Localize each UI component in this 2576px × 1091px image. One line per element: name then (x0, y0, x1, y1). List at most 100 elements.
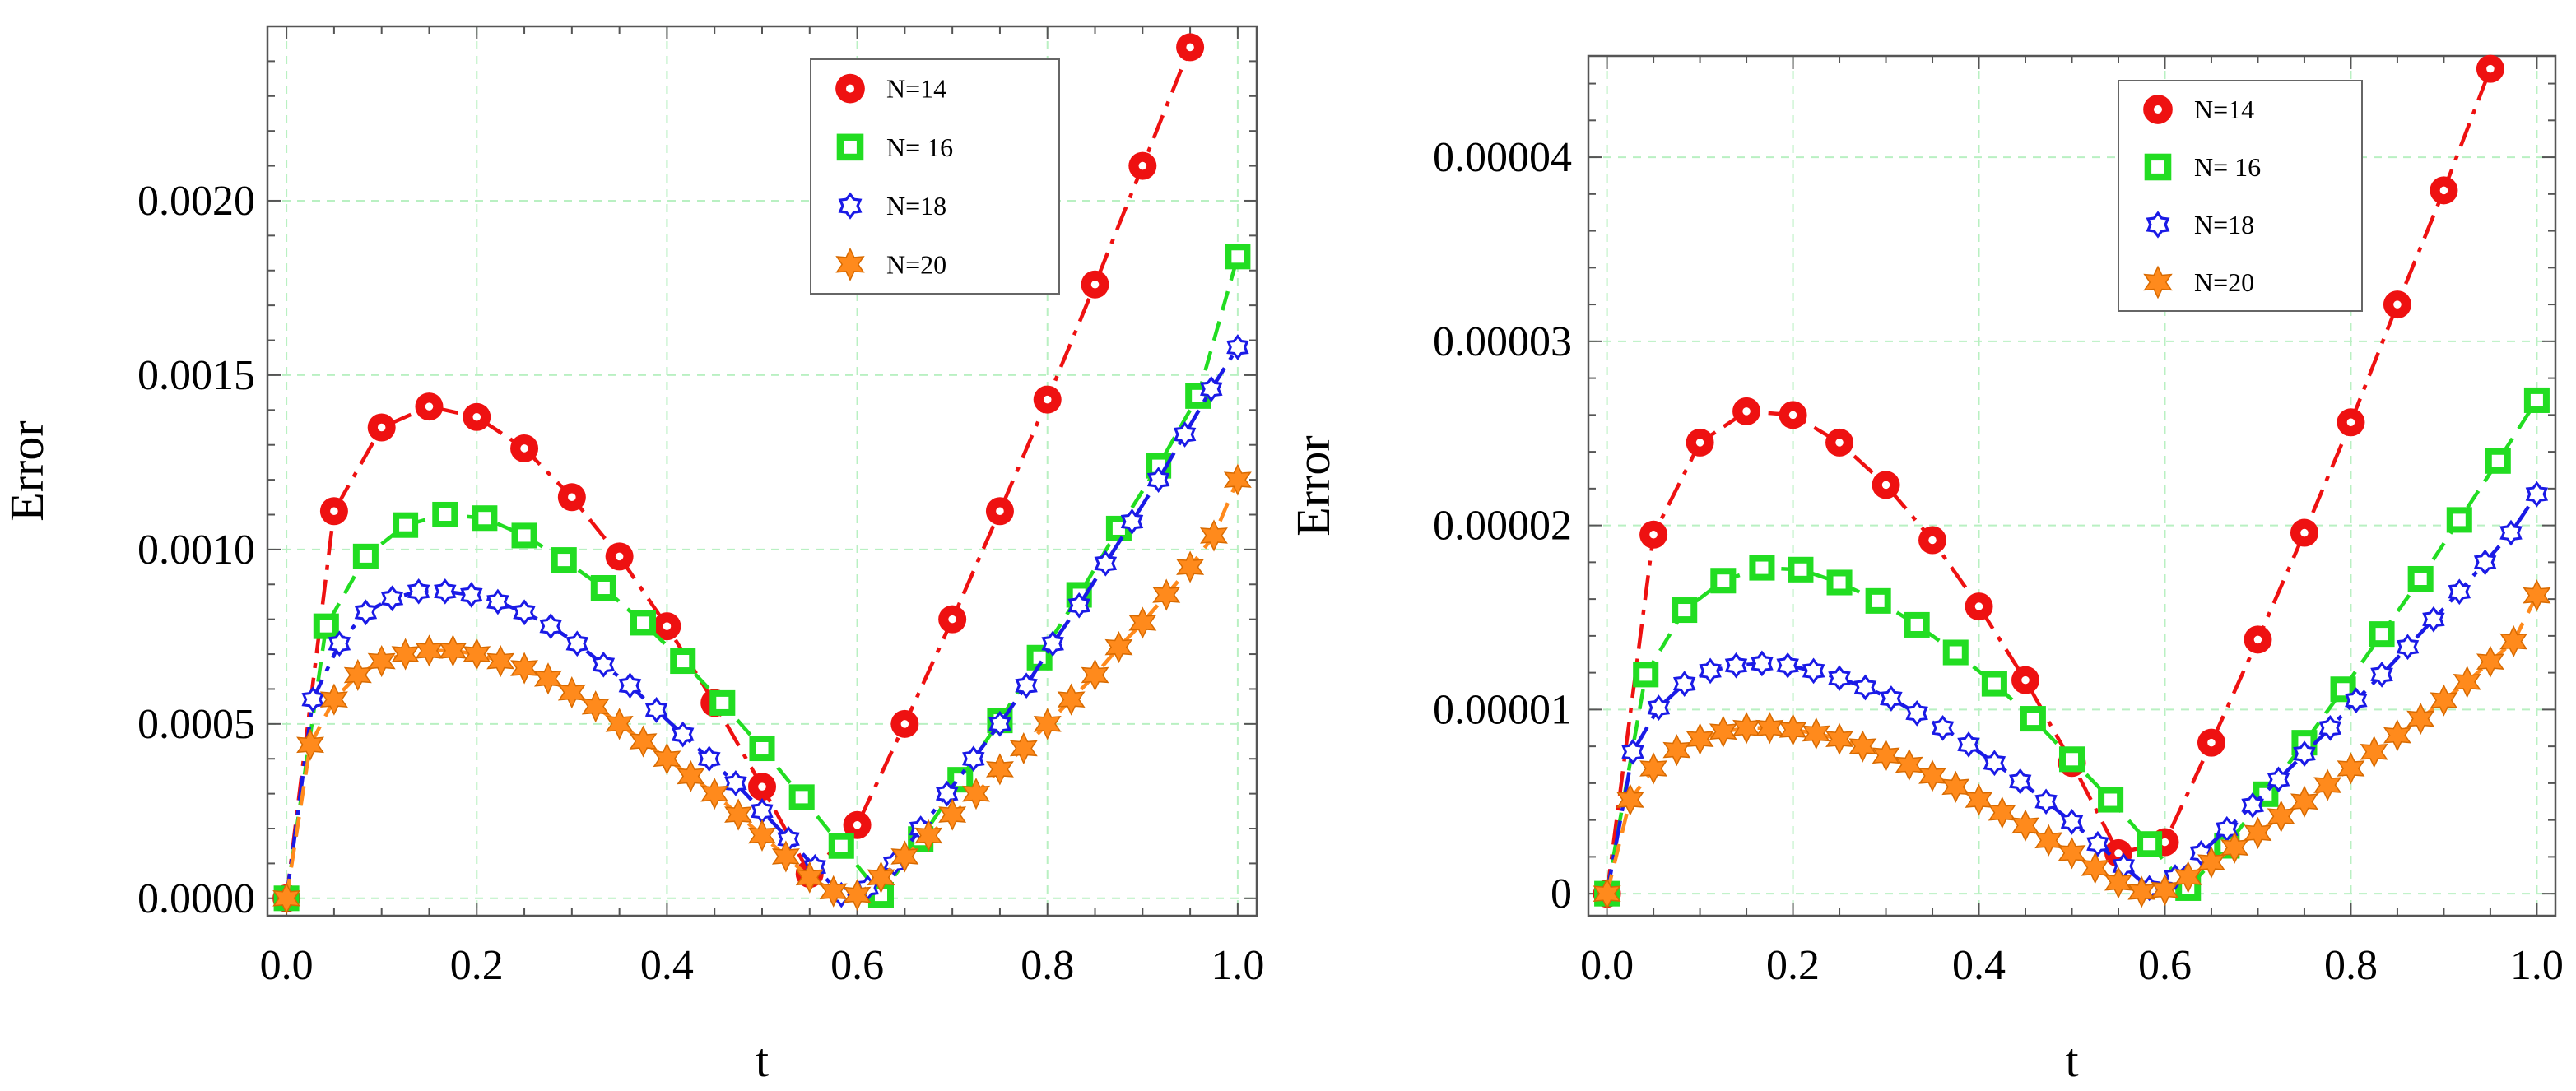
data-point (557, 676, 586, 709)
legend-marker (2143, 95, 2173, 124)
data-point (2345, 687, 2368, 714)
legend-label: N=18 (886, 191, 946, 221)
data-point (2244, 816, 2272, 849)
data-point (828, 833, 854, 859)
x-tick-label: 1.0 (2510, 942, 2564, 989)
legend-label: N= 16 (2194, 152, 2261, 182)
data-point (1710, 568, 1737, 594)
data-point (533, 662, 562, 695)
data-point (1981, 671, 2007, 697)
x-tick-label: 1.0 (1211, 942, 1264, 989)
data-point (2058, 746, 2085, 773)
series-N14 (1593, 54, 2504, 908)
data-point (539, 613, 562, 639)
data-point (697, 745, 721, 773)
data-point (2060, 809, 2084, 835)
data-point (1755, 712, 1784, 745)
data-point (1199, 519, 1228, 552)
data-point (1639, 752, 1668, 785)
data-point (2137, 831, 2163, 857)
data-point (486, 644, 515, 678)
data-point (1942, 639, 1969, 666)
data-point (367, 413, 396, 442)
legend-marker (838, 192, 863, 220)
data-point (2407, 565, 2434, 592)
legend-label: N=14 (2194, 95, 2254, 124)
legend-label: N=14 (886, 74, 946, 104)
data-point (328, 630, 351, 657)
data-point (1965, 783, 1993, 816)
data-point (1983, 750, 2006, 777)
data-point (1639, 520, 1668, 549)
data-point (301, 686, 325, 713)
data-point (2081, 852, 2109, 884)
y-tick-label: 0.00001 (1433, 686, 1572, 733)
data-point (843, 878, 872, 912)
data-point (1647, 694, 1671, 721)
data-point (1094, 550, 1118, 577)
data-point (1223, 463, 1252, 496)
data-point (272, 882, 301, 915)
data-point (1633, 662, 1659, 688)
data-point (724, 798, 753, 831)
data-point (2313, 768, 2342, 801)
data-point (2430, 176, 2458, 205)
data-point (2360, 736, 2388, 768)
data-point (319, 497, 348, 526)
data-point (1965, 592, 1993, 621)
data-point (2011, 809, 2040, 842)
data-point (644, 697, 668, 723)
data-point (434, 578, 457, 605)
data-point (700, 778, 729, 810)
data-point (962, 745, 985, 773)
data-point (1828, 665, 1851, 692)
data-point (2396, 634, 2420, 661)
data-point (2034, 788, 2058, 815)
data-point (1802, 717, 1830, 750)
data-point (590, 574, 616, 601)
data-point (605, 542, 634, 571)
data-point (1686, 722, 1714, 755)
data-point (1826, 569, 1853, 596)
data-point (2104, 866, 2132, 899)
data-point (1825, 428, 1854, 457)
data-point (1199, 376, 1223, 402)
data-point (1041, 630, 1064, 657)
x-axis-title: t (2065, 1033, 2078, 1087)
y-tick-label: 0.0015 (137, 352, 255, 399)
data-point (2383, 290, 2411, 319)
x-tick-label: 0.8 (2324, 942, 2378, 989)
data-point (2473, 549, 2497, 576)
data-point (2197, 728, 2225, 757)
data-point (1941, 770, 1970, 803)
data-point (2499, 519, 2523, 546)
data-point (439, 634, 467, 667)
legend-marker (2146, 211, 2170, 239)
y-tick-label: 0.00004 (1433, 134, 1572, 181)
data-point (2244, 625, 2272, 654)
data-point (1988, 796, 2016, 829)
data-point (1152, 578, 1181, 611)
data-point (629, 725, 658, 758)
legend-label: N=20 (886, 249, 946, 279)
y-tick-label: 0.0020 (137, 178, 255, 225)
data-point (1015, 672, 1038, 699)
y-tick-label: 0.00003 (1433, 318, 1572, 365)
data-point (391, 638, 420, 671)
data-point (551, 547, 577, 573)
data-point (511, 522, 537, 549)
data-point (432, 501, 458, 528)
data-point (1776, 652, 1799, 679)
y-tick-label: 0 (1551, 870, 1572, 917)
series-N20 (1593, 579, 2551, 910)
data-point (1931, 714, 1955, 741)
data-point (296, 728, 325, 761)
data-point (670, 648, 696, 675)
data-point (988, 710, 1011, 737)
x-tick-label: 0.8 (1021, 942, 1074, 989)
x-tick-label: 0.2 (1766, 942, 1820, 989)
data-point (2430, 684, 2458, 717)
series-N20 (272, 463, 1252, 915)
data-point (1033, 708, 1062, 740)
